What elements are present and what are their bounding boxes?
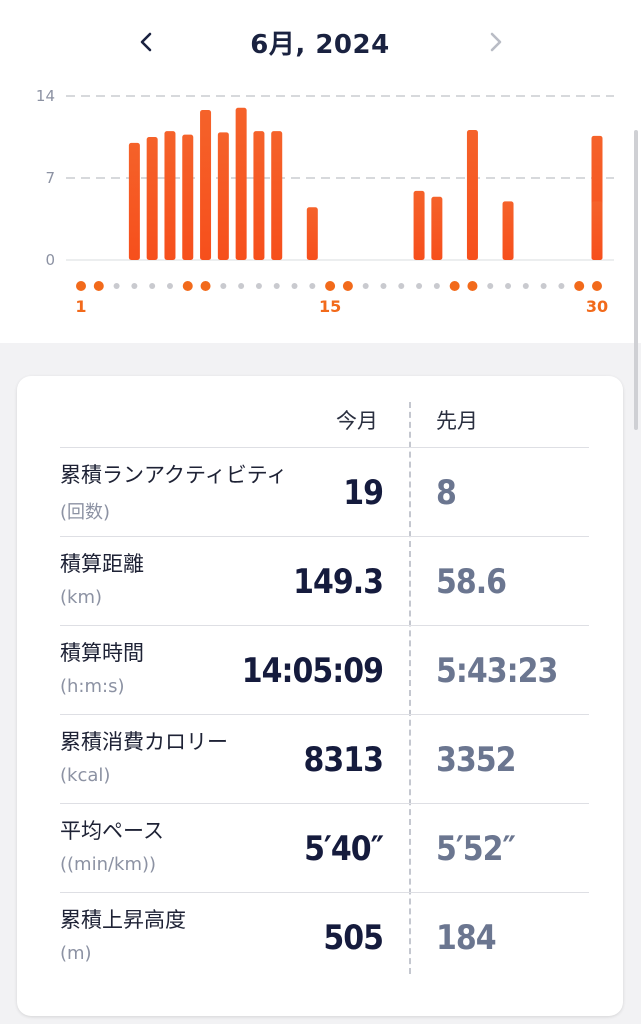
this-month-value: 505: [323, 918, 384, 959]
stat-unit: (km): [60, 587, 103, 608]
this-month-value: 8313: [303, 740, 384, 781]
chart-bar: [217, 132, 229, 260]
next-month-button[interactable]: [475, 22, 515, 62]
monthly-distance-chart: 14 7 0 1 15 30: [36, 87, 614, 316]
previous-month-button[interactable]: [127, 22, 167, 62]
stat-label: 累積ランアクティビティ: [60, 463, 288, 487]
x-tick-label: 1: [75, 297, 86, 316]
this-month-header: 今月: [336, 409, 378, 433]
stat-label: 積算距離: [60, 552, 144, 576]
stat-label: 累積消費カロリー: [60, 730, 228, 754]
day-dot: [380, 283, 387, 289]
x-tick-label: 30: [586, 297, 608, 316]
stat-unit: (h:m:s): [60, 676, 125, 697]
row-separator: [60, 803, 589, 804]
day-dot: [416, 283, 423, 289]
day-dot: [433, 283, 440, 289]
stat-unit: ((min/km)): [60, 854, 157, 875]
day-dot: [558, 283, 565, 289]
day-dot: [449, 281, 460, 291]
day-dot: [291, 283, 298, 289]
chart-bar: [502, 201, 514, 260]
day-dot: [182, 281, 193, 291]
chevron-right-icon: [490, 32, 502, 52]
last-month-value: 5:43:23: [436, 651, 558, 692]
day-dot: [574, 281, 585, 291]
row-separator: [60, 447, 589, 448]
chart-bar: [235, 107, 247, 260]
last-month-value: 8: [436, 473, 457, 514]
chart-bar: [413, 190, 425, 260]
y-tick-label: 7: [45, 169, 55, 187]
row-separator: [60, 625, 589, 626]
stat-label: 積算時間: [60, 641, 144, 665]
chart-bar: [182, 134, 194, 260]
stat-unit: (回数): [60, 502, 111, 523]
x-tick-label: 15: [319, 297, 341, 316]
row-separator: [60, 892, 589, 893]
day-dot: [325, 281, 336, 291]
y-tick-label: 14: [36, 87, 55, 105]
day-dot: [398, 283, 405, 289]
stat-label: 平均ペース: [60, 819, 164, 843]
comparison-card: [17, 376, 623, 1016]
chart-bar: [466, 129, 478, 260]
day-dot: [487, 283, 494, 289]
day-dot: [131, 283, 138, 289]
day-dot: [362, 283, 369, 289]
y-tick-label: 0: [45, 251, 55, 269]
stat-label: 累積上昇高度: [60, 908, 186, 932]
day-dot: [149, 283, 156, 289]
day-dot: [273, 283, 280, 289]
day-dot: [255, 283, 262, 289]
day-dot: [309, 283, 316, 289]
day-dot: [342, 281, 353, 291]
last-month-value: 5′52″: [436, 829, 516, 870]
last-month-value: 3352: [436, 740, 516, 781]
month-title: 6月, 2024: [250, 30, 390, 60]
row-separator: [60, 536, 589, 537]
chart-bar: [164, 131, 176, 260]
chart-bar: [253, 131, 265, 260]
chart-panel: [0, 0, 641, 343]
day-dot: [540, 283, 547, 289]
chart-bar: [271, 131, 283, 260]
day-dot: [113, 283, 120, 289]
day-dot: [220, 283, 227, 289]
day-dot: [238, 283, 245, 289]
last-month-value: 58.6: [436, 562, 507, 603]
stat-unit: (m): [60, 943, 92, 964]
chevron-left-icon: [140, 32, 152, 52]
stat-unit: (kcal): [60, 765, 111, 786]
day-dot: [522, 283, 529, 289]
chart-bar: [431, 196, 443, 260]
this-month-value: 149.3: [293, 562, 384, 603]
this-month-value: 19: [343, 473, 384, 514]
scrollbar[interactable]: [634, 130, 638, 430]
this-month-value: 5′40″: [304, 829, 384, 870]
chart-bar: [591, 201, 603, 260]
chart-bar: [146, 137, 158, 260]
day-dot: [592, 281, 602, 291]
chart-bar: [128, 142, 140, 260]
last-month-header: 先月: [436, 409, 478, 433]
day-dot: [166, 283, 173, 289]
this-month-value: 14:05:09: [241, 651, 384, 692]
day-dot: [93, 281, 104, 291]
column-divider: [409, 402, 411, 974]
day-dot: [505, 283, 512, 289]
day-dot: [467, 281, 478, 291]
day-dot: [76, 281, 86, 291]
day-dot: [200, 281, 211, 291]
chart-bar: [200, 110, 212, 260]
chart-bar: [306, 207, 318, 260]
last-month-value: 184: [436, 918, 497, 959]
row-separator: [60, 714, 589, 715]
